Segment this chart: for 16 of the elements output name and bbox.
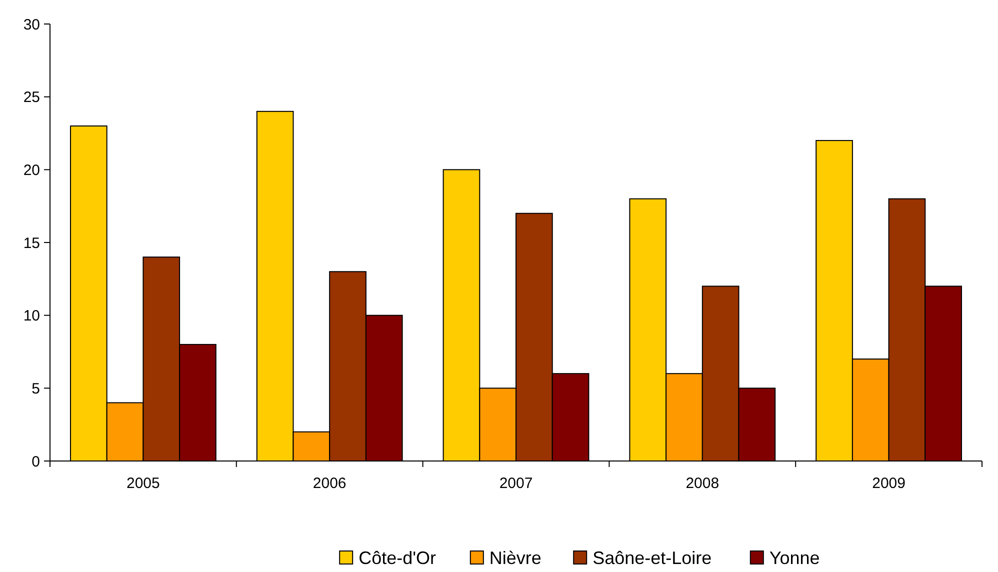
x-tick-label: 2008: [686, 475, 720, 492]
x-tick-label: 2005: [126, 475, 160, 492]
legend-label: Saône-et-Loire: [592, 548, 712, 568]
legend-label: Yonne: [769, 548, 820, 568]
legend-label: Nièvre: [489, 548, 542, 568]
y-tick-label: 20: [23, 162, 40, 179]
x-tick-label: 2009: [872, 475, 906, 492]
y-tick-label: 10: [23, 308, 40, 325]
legend-label: Côte-d'Or: [358, 548, 436, 568]
x-tick-label: 2006: [312, 475, 346, 492]
y-tick-label: 30: [23, 16, 40, 34]
y-tick-label: 15: [23, 234, 40, 252]
y-tick-label: 5: [32, 380, 40, 398]
y-tick-label: 25: [23, 89, 40, 106]
x-tick-label: 2007: [499, 475, 533, 492]
y-tick-label: 0: [32, 453, 40, 470]
